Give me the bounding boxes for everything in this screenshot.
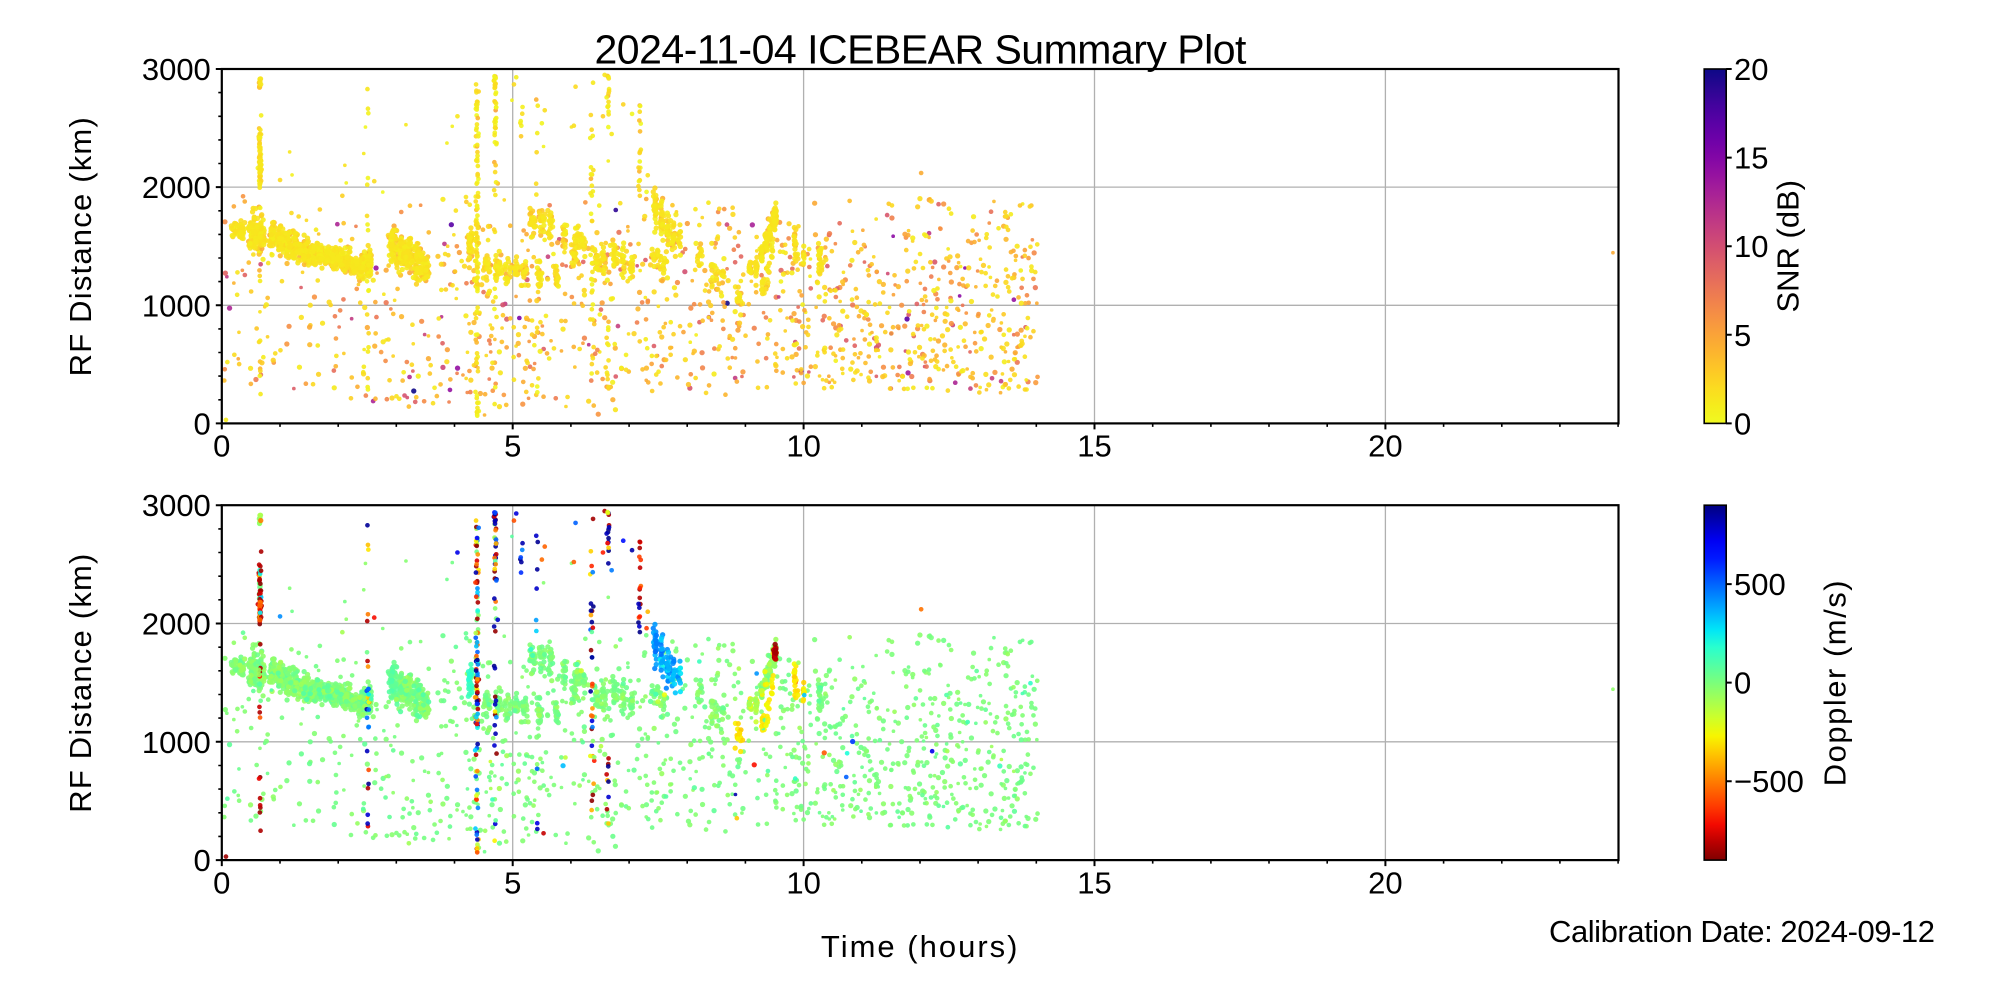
svg-text:1000: 1000 [142,288,211,323]
svg-text:0: 0 [194,406,211,441]
svg-text:3000: 3000 [142,488,211,523]
svg-text:0: 0 [213,429,230,464]
svg-text:2000: 2000 [142,170,211,205]
svg-text:1000: 1000 [142,725,211,760]
svg-text:20: 20 [1368,865,1402,900]
svg-text:RF Distance (km): RF Distance (km) [63,552,98,812]
svg-text:500: 500 [1734,567,1786,602]
svg-text:RF Distance (km): RF Distance (km) [63,116,98,376]
svg-text:2000: 2000 [142,607,211,642]
svg-text:5: 5 [1734,318,1751,353]
svg-text:10: 10 [1734,229,1768,264]
svg-text:15: 15 [1077,865,1111,900]
svg-text:10: 10 [786,865,820,900]
svg-text:−500: −500 [1734,764,1804,799]
svg-text:10: 10 [786,429,820,464]
svg-text:0: 0 [194,843,211,878]
svg-text:2024-11-04 ICEBEAR Summary Plo: 2024-11-04 ICEBEAR Summary Plot [594,27,1247,73]
svg-text:Calibration Date: 2024-09-12: Calibration Date: 2024-09-12 [1549,914,1934,949]
svg-text:20: 20 [1368,429,1402,464]
svg-text:0: 0 [1734,406,1751,441]
svg-text:SNR (dB): SNR (dB) [1771,180,1806,313]
svg-text:15: 15 [1077,429,1111,464]
svg-text:0: 0 [1734,666,1751,701]
svg-text:3000: 3000 [142,52,211,87]
svg-text:5: 5 [504,429,521,464]
svg-text:5: 5 [504,865,521,900]
svg-text:20: 20 [1734,52,1768,87]
svg-text:Doppler (m/s): Doppler (m/s) [1818,579,1853,786]
svg-text:Time (hours): Time (hours) [821,929,1020,964]
svg-text:0: 0 [213,865,230,900]
svg-text:15: 15 [1734,141,1768,176]
